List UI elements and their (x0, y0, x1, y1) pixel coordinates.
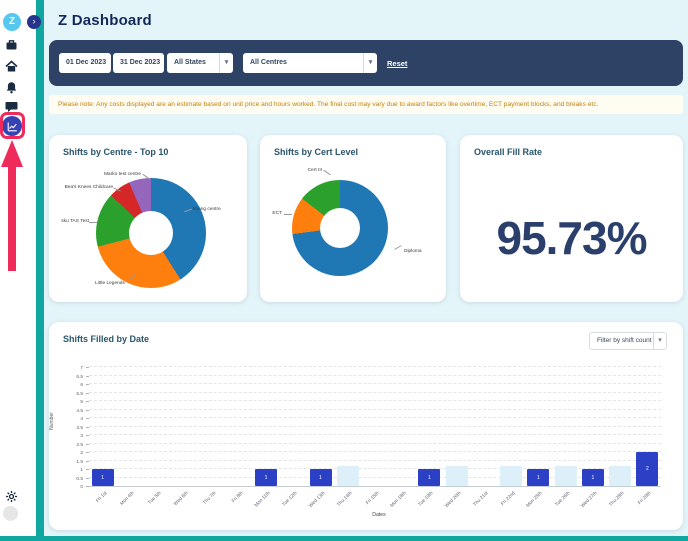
sidebar: Z (0, 0, 36, 541)
gridline (89, 434, 661, 435)
highlight-band (555, 466, 577, 486)
x-axis-title: Dates (329, 512, 429, 518)
y-tick-label: 0.5 (61, 477, 83, 482)
gridline (89, 443, 661, 444)
avatar[interactable] (3, 506, 18, 521)
bar: 1 (310, 469, 332, 486)
gridline (89, 451, 661, 452)
y-tick-label: 4.5 (61, 409, 83, 414)
bottom-accent-strip (0, 536, 688, 541)
cost-notice: Please note: Any costs displayed are an … (49, 95, 683, 114)
chevron-down-icon: ▾ (653, 333, 666, 349)
main-content: › Z Dashboard 01 Dec 2023 31 Dec 2023 Al… (44, 0, 688, 541)
card-title: Shifts Filled by Date (63, 334, 149, 344)
y-tick-label: 5 (61, 400, 83, 405)
gridline (89, 426, 661, 427)
states-select-value: All States (174, 59, 206, 66)
gridline (89, 409, 661, 410)
chevron-down-icon: ▾ (219, 53, 233, 73)
y-tick-label: 2 (61, 451, 83, 456)
card-title: Shifts by Centre - Top 10 (63, 147, 168, 157)
donut-label: Diploma (404, 249, 422, 254)
briefcase-icon[interactable] (5, 38, 18, 51)
gridline (89, 460, 661, 461)
bar: 2 (636, 452, 658, 486)
gridline (89, 375, 661, 376)
annotation-highlight-box (0, 112, 25, 139)
date-from-input[interactable]: 01 Dec 2023 (59, 53, 111, 73)
y-tick-label: 6.5 (61, 375, 83, 380)
shifts-by-cert-card: Shifts by Cert Level Cert III ECT Diplom… (260, 135, 446, 302)
centres-select[interactable]: All Centres ▾ (243, 53, 377, 73)
bar: 1 (418, 469, 440, 486)
bar: 1 (92, 469, 114, 486)
donut-label: ECT (264, 211, 282, 216)
y-tick-label: 5.5 (61, 392, 83, 397)
shift-count-filter-select[interactable]: Filter by shift count ▾ (589, 332, 667, 350)
donut-hole (320, 208, 360, 248)
y-tick-label: 2.5 (61, 443, 83, 448)
app-logo[interactable]: Z (3, 13, 21, 31)
gear-icon[interactable] (5, 490, 18, 503)
y-tick-label: 3 (61, 434, 83, 439)
fill-rate-value: 95.73% (460, 211, 683, 265)
y-tick-label: 6 (61, 383, 83, 388)
y-tick-label: 4 (61, 417, 83, 422)
donut-label: khang centre (193, 207, 221, 212)
date-to-input[interactable]: 31 Dec 2023 (113, 53, 164, 73)
shifts-by-centre-card: Shifts by Centre - Top 10 Marko test cen… (49, 135, 247, 302)
bar: 1 (582, 469, 604, 486)
shifts-filled-by-date-card: Shifts Filled by Date Filter by shift co… (49, 322, 683, 530)
y-tick-label: 0 (61, 485, 83, 490)
reset-button[interactable]: Reset (387, 59, 407, 68)
home-icon[interactable] (5, 60, 18, 73)
bell-icon[interactable] (5, 81, 18, 94)
donut-label: Bea's Knees Childcare (51, 185, 113, 190)
shift-count-filter-value: Filter by shift count (597, 337, 652, 344)
cert-donut-chart (292, 180, 388, 276)
centres-select-value: All Centres (250, 59, 287, 66)
x-tick-label: Fri 29th (620, 491, 653, 524)
gridline (89, 383, 661, 384)
y-axis: 0 0.5 1 1.5 2 2.5 3 3.5 4 4.5 5 5.5 6 6.5 7 (57, 368, 87, 487)
y-tick-label: 3.5 (61, 426, 83, 431)
y-tick-label: 1 (61, 468, 83, 473)
bar: 1 (527, 469, 549, 486)
centres-donut-chart (96, 178, 206, 288)
card-title: Shifts by Cert Level (274, 147, 358, 157)
gridline (89, 400, 661, 401)
donut-label: Marko test centre (63, 172, 141, 177)
donut-hole (129, 211, 173, 255)
highlight-band (446, 466, 468, 486)
highlight-band (337, 466, 359, 486)
donut-label: Cert III (282, 168, 322, 173)
gridline (89, 366, 661, 367)
highlight-band (500, 466, 522, 486)
y-axis-title: Number (49, 412, 55, 430)
page-title: Z Dashboard (58, 12, 152, 29)
donut-label: sku TAS Test (51, 219, 89, 224)
accent-strip (36, 0, 44, 541)
annotation-arrow-head (1, 140, 23, 167)
filter-bar: 01 Dec 2023 31 Dec 2023 All States ▾ All… (49, 40, 683, 86)
y-tick-label: 7 (61, 366, 83, 371)
annotation-arrow-shaft (8, 165, 16, 271)
highlight-band (609, 466, 631, 486)
donut-label: Little Legends (95, 281, 125, 286)
sidebar-collapse-button[interactable]: › (27, 15, 41, 29)
states-select[interactable]: All States ▾ (167, 53, 233, 73)
card-title: Overall Fill Rate (474, 147, 542, 157)
overall-fill-rate-card: Overall Fill Rate 95.73% (460, 135, 683, 302)
chevron-down-icon: ▾ (363, 53, 377, 73)
gridline (89, 417, 661, 418)
dashboard-page: Z (0, 0, 688, 541)
bar-chart-plot: 1Fri 1stMon 4thTue 5thWed 6thThu 7thFri … (89, 368, 661, 487)
y-tick-label: 1.5 (61, 460, 83, 465)
bar: 1 (255, 469, 277, 486)
gridline (89, 392, 661, 393)
